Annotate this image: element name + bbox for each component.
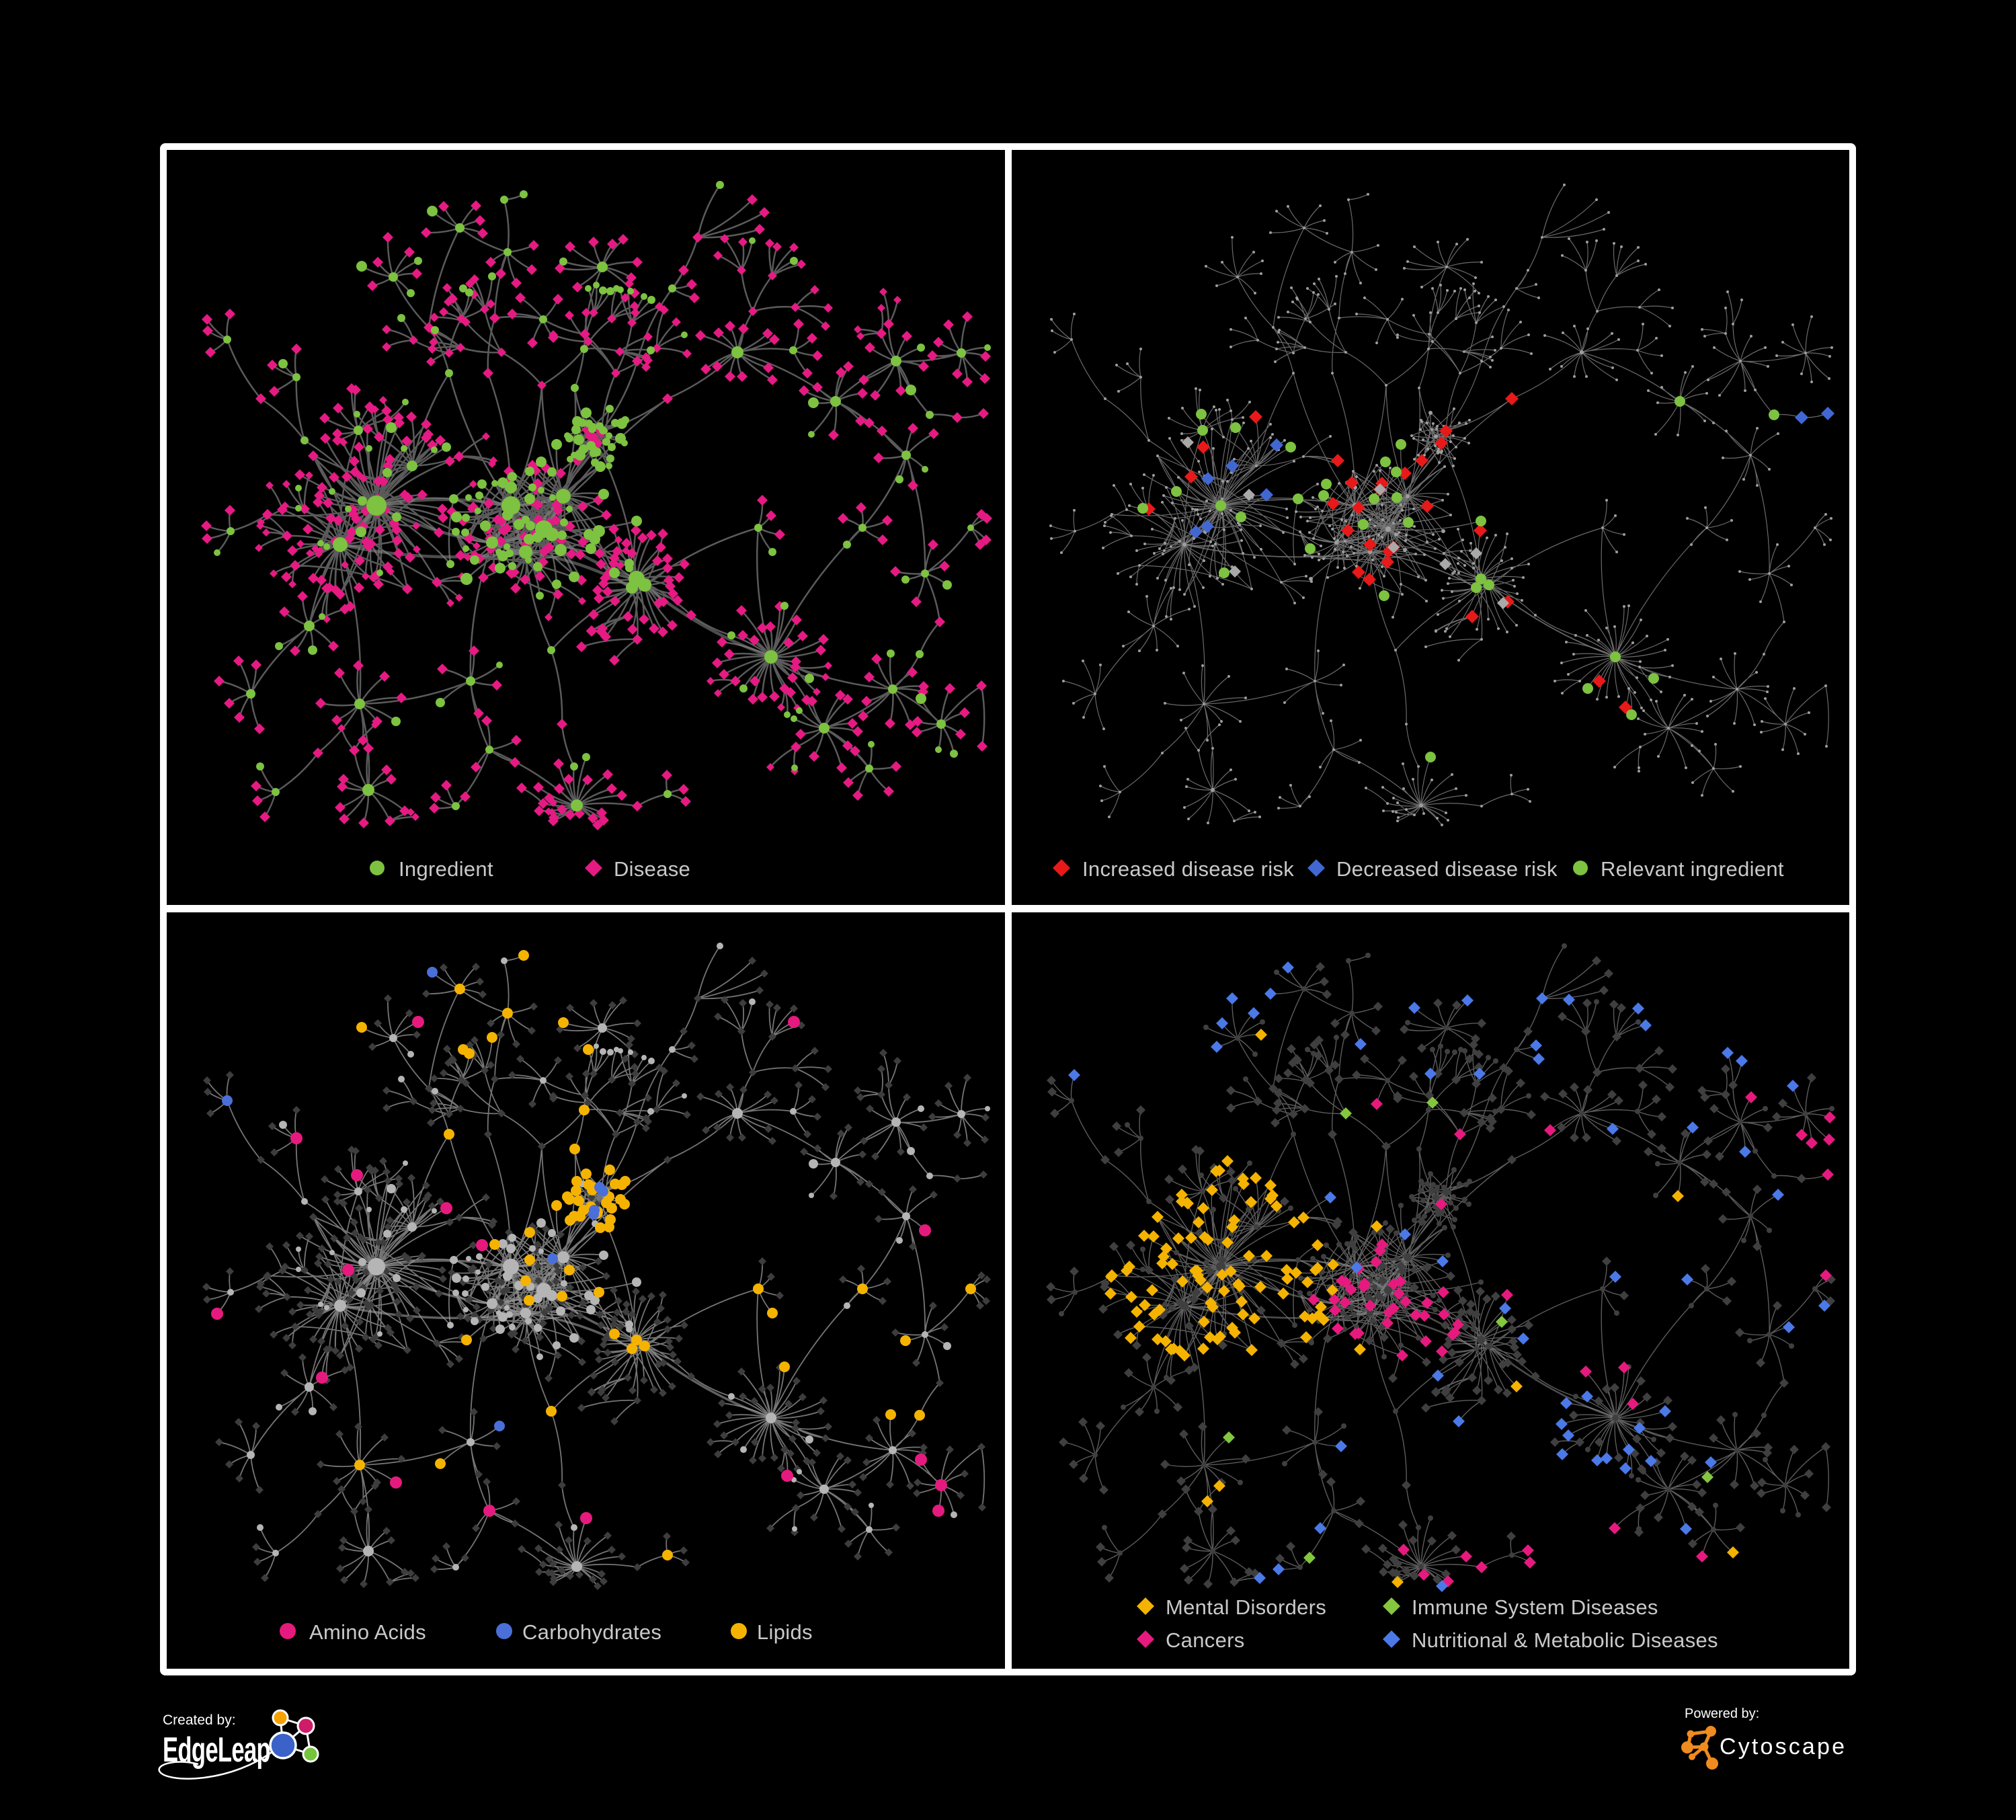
- svg-text:EdgeLeap: EdgeLeap: [163, 1731, 270, 1770]
- svg-text:Cancers: Cancers: [1166, 1628, 1245, 1652]
- svg-text:Ingredient: Ingredient: [399, 857, 493, 881]
- svg-text:Cytoscape: Cytoscape: [1720, 1734, 1845, 1759]
- svg-text:Immune System Diseases: Immune System Diseases: [1412, 1595, 1658, 1619]
- svg-text:Increased disease risk: Increased disease risk: [1082, 857, 1294, 881]
- svg-text:Lipids: Lipids: [757, 1620, 813, 1644]
- svg-text:Amino Acids: Amino Acids: [309, 1620, 426, 1644]
- svg-text:Created by:: Created by:: [163, 1712, 236, 1728]
- svg-text:Decreased disease risk: Decreased disease risk: [1336, 857, 1558, 881]
- svg-text:Nutritional & Metabolic Diseas: Nutritional & Metabolic Diseases: [1412, 1628, 1718, 1652]
- svg-text:Disease: Disease: [614, 857, 690, 881]
- svg-text:Mental Disorders: Mental Disorders: [1166, 1595, 1326, 1619]
- svg-text:Powered by:: Powered by:: [1685, 1706, 1759, 1721]
- svg-text:Carbohydrates: Carbohydrates: [522, 1620, 661, 1644]
- svg-text:Relevant ingredient: Relevant ingredient: [1601, 857, 1784, 881]
